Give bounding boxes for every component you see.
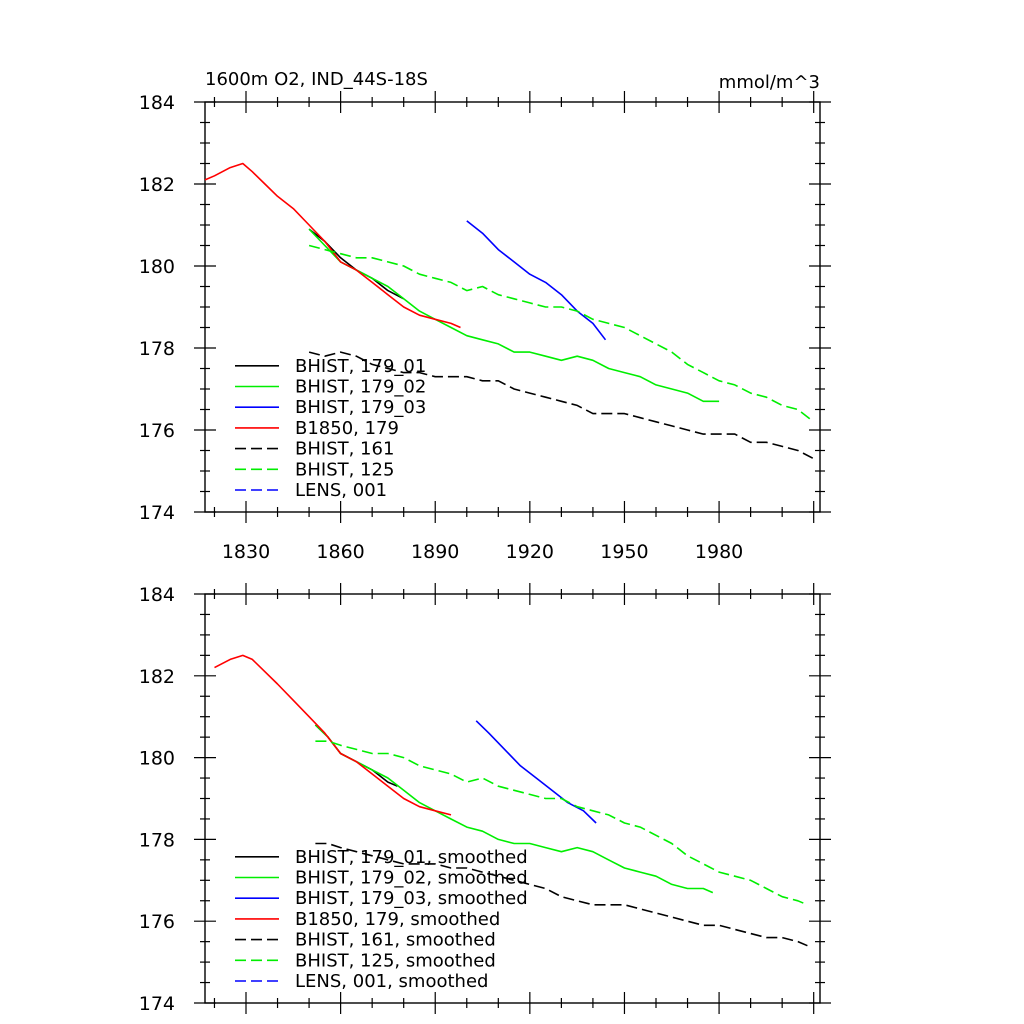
legend-label: BHIST, 161 <box>295 439 394 460</box>
series-line <box>315 740 808 906</box>
legend-label: LENS, 001 <box>295 480 387 501</box>
y-tick-label: 174 <box>139 993 175 1015</box>
series-line <box>214 654 452 816</box>
y-tick-label: 178 <box>139 829 175 851</box>
y-tick-label: 174 <box>139 502 175 524</box>
series-line <box>315 842 808 947</box>
y-tick-label: 182 <box>139 174 175 196</box>
chart-title: 1600m O2, IND_44S-18S <box>205 69 428 90</box>
y-tick-label: 182 <box>139 666 175 688</box>
series-line <box>308 351 815 460</box>
series-line <box>308 228 720 403</box>
y-tick-label: 180 <box>139 256 175 278</box>
series-line <box>466 220 607 341</box>
series-line <box>308 244 815 423</box>
x-tick-label: 1860 <box>316 541 364 563</box>
x-tick-label: 1830 <box>222 541 270 563</box>
legend-label: BHIST, 179_01 <box>295 356 426 377</box>
x-tick-label: 1920 <box>506 541 554 563</box>
y-tick-label: 176 <box>139 911 175 933</box>
y-tick-label: 176 <box>139 420 175 442</box>
legend-label: BHIST, 179_03 <box>295 397 426 418</box>
series-line <box>475 720 597 824</box>
legend-label: LENS, 001, smoothed <box>295 971 488 992</box>
x-tick-label: 1980 <box>695 541 743 563</box>
y-tick-label: 184 <box>139 92 175 114</box>
x-tick-label: 1890 <box>411 541 459 563</box>
bottom-panel: 174 176 178 180 182 184 BHIST, 179_01, smoothe… <box>139 583 831 1015</box>
series-line <box>314 724 714 894</box>
x-tick-label: 1950 <box>600 541 648 563</box>
legend-label: BHIST, 179_03, smoothed <box>295 888 528 909</box>
y-tick-label: 184 <box>139 584 175 606</box>
top-panel: 174 176 178 180 182 184 1830 1860 1890 1920 1950 19… <box>139 69 831 563</box>
legend-label: B1850, 179, smoothed <box>295 909 500 930</box>
legend-label: BHIST, 125, smoothed <box>295 950 496 971</box>
legend-label: B1850, 179 <box>295 418 399 439</box>
y-tick-label: 180 <box>139 748 175 770</box>
legend-label: BHIST, 179_02 <box>295 377 426 398</box>
units-label: mmol/m^3 <box>719 72 820 93</box>
series-line <box>204 162 461 329</box>
legend-label: BHIST, 179_02, smoothed <box>295 868 528 889</box>
legend-label: BHIST, 125 <box>295 459 394 480</box>
legend-label: BHIST, 161, smoothed <box>295 930 496 951</box>
y-tick-label: 178 <box>139 338 175 360</box>
legend-label: BHIST, 179_01, smoothed <box>295 847 528 868</box>
